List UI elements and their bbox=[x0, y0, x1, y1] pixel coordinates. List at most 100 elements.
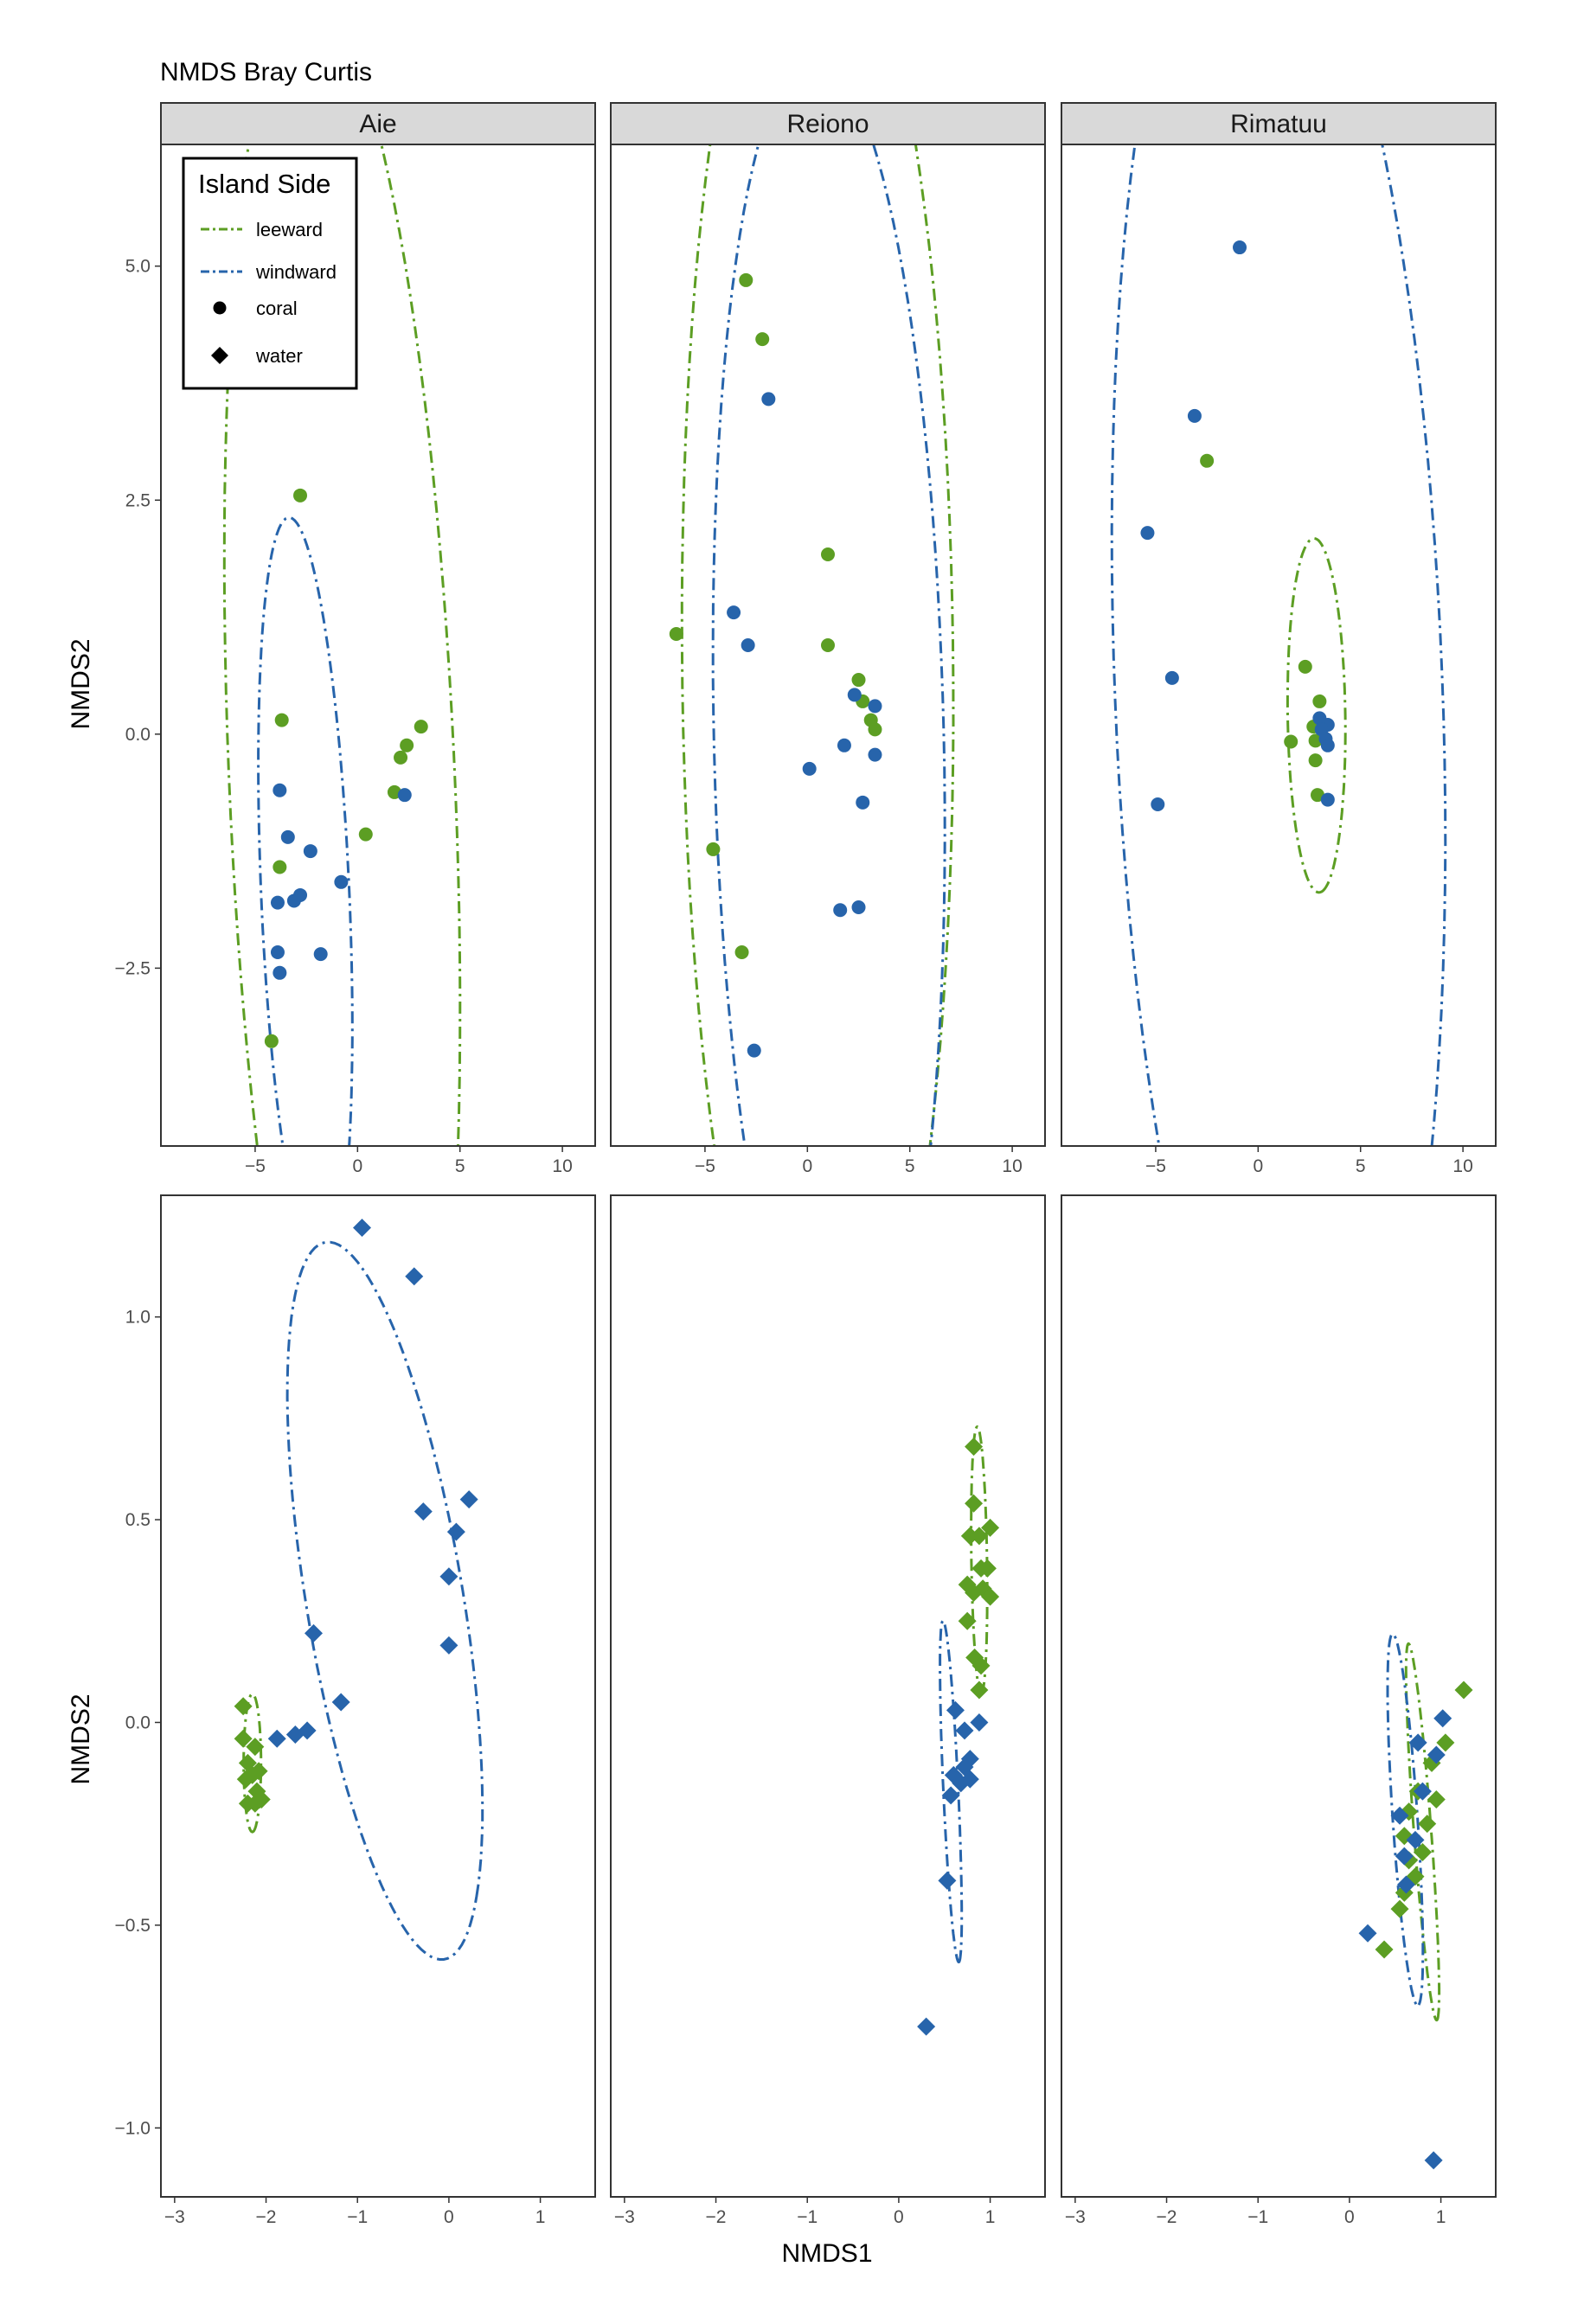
panel-plot-area bbox=[1358, 1632, 1473, 2170]
point-windward bbox=[1187, 408, 1202, 423]
point-leeward bbox=[755, 332, 770, 347]
point-leeward bbox=[1413, 1842, 1432, 1861]
point-leeward bbox=[1454, 1681, 1473, 1700]
ellipse-windward bbox=[257, 515, 354, 1146]
point-leeward bbox=[1375, 1940, 1394, 1959]
point-windward bbox=[334, 874, 349, 889]
x-tick-label: 0 bbox=[444, 2207, 454, 2227]
point-windward bbox=[280, 829, 295, 844]
point-leeward bbox=[868, 722, 882, 737]
panel-aie-coral: Aie −5 0 5 10 −2.5 0.0 2.5 5.0 bbox=[115, 102, 596, 1176]
point-leeward bbox=[1200, 453, 1215, 468]
point-windward bbox=[405, 1267, 424, 1286]
x-tick-label: −1 bbox=[1247, 2207, 1268, 2227]
point-leeward bbox=[958, 1611, 977, 1630]
point-leeward bbox=[981, 1518, 1000, 1537]
x-tick-label: 10 bbox=[1002, 1156, 1022, 1176]
point-windward bbox=[273, 783, 287, 797]
y-tick-label: 2.5 bbox=[125, 490, 151, 510]
point-windward bbox=[1320, 792, 1335, 807]
point-windward bbox=[1433, 1709, 1452, 1728]
point-windward bbox=[837, 738, 851, 752]
y-tick-label: −2.5 bbox=[115, 958, 151, 978]
panel-plot-area bbox=[669, 144, 955, 1146]
ellipse-leeward bbox=[1286, 536, 1347, 894]
y-tick-label: 0.5 bbox=[125, 1510, 151, 1530]
point-leeward bbox=[970, 1527, 989, 1546]
point-windward bbox=[955, 1721, 974, 1740]
ellipse-leeward bbox=[222, 144, 462, 1146]
point-leeward bbox=[1298, 659, 1312, 674]
ellipse-leeward bbox=[1404, 1642, 1441, 2022]
panel-border bbox=[610, 144, 1046, 1147]
point-leeward bbox=[249, 1762, 268, 1781]
legend-label-leeward: leeward bbox=[256, 219, 323, 240]
y-tick-label: 5.0 bbox=[125, 257, 151, 277]
y-tick-label: 0.0 bbox=[125, 725, 151, 745]
point-windward bbox=[761, 392, 776, 407]
point-leeward bbox=[1436, 1733, 1455, 1752]
point-windward bbox=[1413, 1782, 1432, 1801]
x-tick-label: −2 bbox=[1157, 2207, 1177, 2227]
panel-plot-area bbox=[917, 1424, 1000, 2036]
point-leeward bbox=[851, 673, 866, 688]
point-leeward bbox=[1284, 734, 1298, 749]
point-leeward bbox=[965, 1437, 984, 1457]
point-leeward bbox=[1308, 753, 1323, 768]
legend-label-windward: windward bbox=[255, 261, 337, 283]
point-windward bbox=[1390, 1806, 1409, 1825]
x-tick-label: −1 bbox=[347, 2207, 368, 2227]
facet-strip bbox=[610, 102, 1046, 145]
point-windward bbox=[1427, 1745, 1446, 1764]
point-windward bbox=[1408, 1733, 1427, 1752]
point-windward bbox=[1396, 1875, 1415, 1894]
point-leeward bbox=[234, 1697, 253, 1716]
facet-strip bbox=[160, 102, 596, 145]
x-tick-label: 5 bbox=[455, 1156, 465, 1176]
point-windward bbox=[397, 788, 412, 803]
point-leeward bbox=[1418, 1815, 1437, 1834]
y-tick-label: −1.0 bbox=[115, 2118, 151, 2138]
point-leeward bbox=[965, 1583, 984, 1602]
ellipse-windward bbox=[285, 1240, 484, 1961]
point-windward bbox=[313, 947, 328, 962]
point-leeward bbox=[971, 1656, 991, 1675]
point-windward bbox=[446, 1522, 465, 1541]
facet-strip-label: Aie bbox=[359, 110, 396, 138]
x-tick-label: −3 bbox=[1065, 2207, 1086, 2227]
point-windward bbox=[270, 895, 285, 910]
point-leeward bbox=[394, 750, 408, 765]
point-leeward bbox=[960, 1527, 979, 1546]
x-tick-label: −5 bbox=[1145, 1156, 1166, 1176]
point-windward bbox=[1358, 1924, 1377, 1943]
point-leeward bbox=[273, 860, 287, 874]
x-tick-label: −2 bbox=[706, 2207, 727, 2227]
point-windward bbox=[1140, 526, 1155, 541]
point-windward bbox=[304, 1623, 323, 1642]
x-tick-label: −3 bbox=[614, 2207, 635, 2227]
point-windward bbox=[286, 893, 301, 908]
y-tick-label: 0.0 bbox=[125, 1713, 151, 1732]
panel-reiono-water: −3 −2 −1 0 1 bbox=[610, 1194, 1046, 2227]
point-leeward bbox=[274, 713, 289, 727]
point-windward bbox=[439, 1567, 458, 1586]
ellipse-windward bbox=[1386, 1632, 1425, 2007]
point-windward bbox=[1395, 1847, 1414, 1866]
facet-strip bbox=[1061, 102, 1497, 145]
point-leeward bbox=[246, 1738, 265, 1757]
x-tick-label: 0 bbox=[894, 2207, 904, 2227]
ellipse-leeward bbox=[680, 144, 955, 1146]
point-leeward bbox=[981, 1587, 1000, 1606]
panel-border bbox=[160, 144, 596, 1147]
facet-strip-label: Reiono bbox=[786, 110, 869, 138]
point-leeward bbox=[821, 638, 835, 652]
point-leeward bbox=[1308, 733, 1323, 748]
legend-title: Island Side bbox=[198, 169, 330, 199]
point-windward bbox=[270, 944, 285, 959]
panel-border bbox=[1061, 144, 1497, 1147]
point-windward bbox=[1424, 2151, 1443, 2170]
point-windward bbox=[946, 1700, 965, 1719]
point-windward bbox=[285, 1725, 305, 1745]
point-windward bbox=[459, 1490, 478, 1509]
